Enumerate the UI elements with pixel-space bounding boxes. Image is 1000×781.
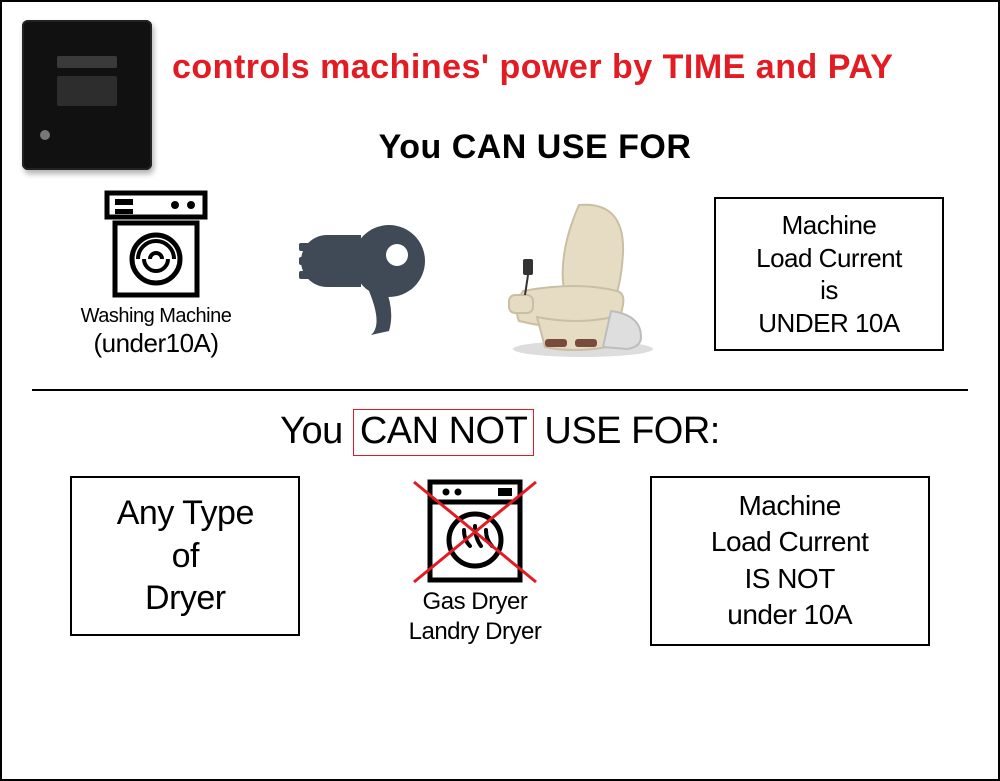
info-can-line1: Machine (724, 209, 934, 242)
cannot-post: USE FOR: (534, 410, 720, 452)
cannot-pre: You (280, 410, 353, 452)
massage-chair-icon (483, 199, 673, 359)
hair-dryer-item (292, 207, 442, 342)
gas-dryer-label2: Landry Dryer (365, 618, 585, 646)
washing-machine-label: Washing Machine (56, 305, 256, 328)
hair-dryer-icon (297, 207, 437, 337)
gas-dryer-label1: Gas Dryer (365, 588, 585, 616)
info-cannot-line1: Machine (660, 488, 920, 524)
washing-machine-icon (101, 189, 211, 299)
cannot-boxed: CAN NOT (353, 409, 535, 456)
any-dryer-line3: Dryer (80, 577, 290, 620)
load-current-can-box: Machine Load Current is UNDER 10A (714, 197, 944, 351)
can-use-row: Washing Machine (under10A) (2, 167, 998, 359)
gas-dryer-item: Gas Dryer Landry Dryer (365, 476, 585, 645)
coin-box-device-icon (22, 20, 152, 170)
any-dryer-line1: Any Type (80, 492, 290, 535)
section-divider (32, 389, 968, 391)
washing-machine-sublabel: (under10A) (56, 328, 256, 359)
can-use-heading: You CAN USE FOR (72, 128, 998, 167)
dryer-machine-icon (420, 476, 530, 586)
info-cannot-line3: IS NOT (660, 561, 920, 597)
load-current-cannot-box: Machine Load Current IS NOT under 10A (650, 476, 930, 646)
headline-text: controls machines' power by TIME and PAY (152, 20, 978, 87)
any-dryer-box: Any Type of Dryer (70, 476, 300, 636)
info-cannot-line2: Load Current (660, 524, 920, 560)
any-dryer-line2: of (80, 535, 290, 578)
washing-machine-item: Washing Machine (under10A) (56, 189, 256, 359)
massage-chair-item (478, 199, 678, 349)
info-can-line2: Load Current (724, 242, 934, 275)
cannot-use-heading: You CAN NOT USE FOR: (2, 409, 998, 456)
cannot-use-row: Any Type of Dryer Gas Dryer Landry Dryer (2, 456, 998, 646)
info-can-line3: is (724, 274, 934, 307)
info-cannot-line4: under 10A (660, 597, 920, 633)
info-can-line4: UNDER 10A (724, 307, 934, 340)
infographic-frame: controls machines' power by TIME and PAY… (0, 0, 1000, 781)
